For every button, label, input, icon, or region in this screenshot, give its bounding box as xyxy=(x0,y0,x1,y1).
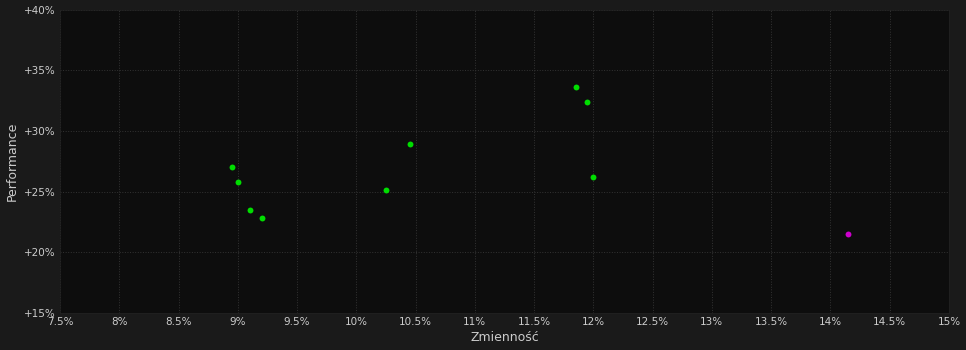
Point xyxy=(585,174,601,180)
Point xyxy=(254,216,270,221)
Point xyxy=(568,84,583,90)
Point xyxy=(402,141,417,147)
Point xyxy=(379,188,394,193)
Point xyxy=(224,164,240,170)
Point xyxy=(580,99,595,105)
Point xyxy=(840,231,856,237)
X-axis label: Zmienność: Zmienność xyxy=(470,331,539,344)
Point xyxy=(242,207,257,213)
Y-axis label: Performance: Performance xyxy=(6,122,18,201)
Point xyxy=(230,179,245,185)
